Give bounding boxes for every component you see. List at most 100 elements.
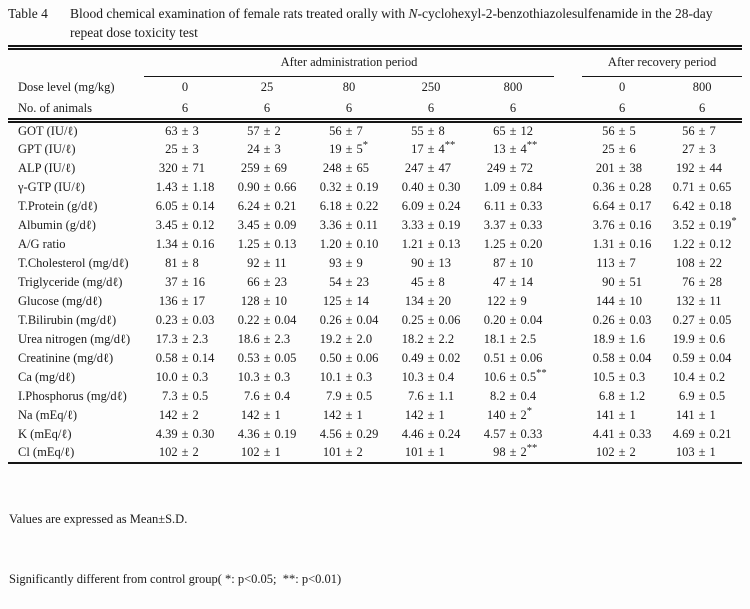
empty-cell — [8, 48, 144, 77]
row-label: GPT (IU/ℓ) — [18, 141, 76, 156]
value-cell: 19.9 ±0.6 — [672, 331, 726, 346]
row-label: T.Bilirubin (mg/dℓ) — [18, 312, 117, 327]
table-row: Creatinine (mg/dℓ) 0.58 ±0.14 0.53 ±0.05 0.50… — [8, 349, 742, 368]
table-row: K (mEq/ℓ) 4.39 ±0.30 4.36 ±0.19 4.56 ±0.29 4.46… — [8, 425, 742, 444]
value-cell: 3.52 ±0.19* — [672, 215, 737, 232]
value-cell: 0.25 ±0.06 — [401, 312, 461, 327]
value-cell: 6 — [144, 98, 226, 123]
row-label: γ-GTP (IU/ℓ) — [18, 179, 85, 194]
value-cell: 6.18 ±0.22 — [319, 198, 379, 213]
value-cell: 0.26 ±0.03 — [592, 312, 652, 327]
value-cell: 0.49 ±0.02 — [401, 350, 461, 365]
value-cell: 1.09 ±0.84 — [483, 179, 543, 194]
value-cell: 56 ±7 — [682, 123, 716, 138]
column-gap — [554, 368, 582, 387]
value-cell: 259 ±69 — [240, 160, 287, 175]
value-cell: 248 ±65 — [322, 160, 369, 175]
value-cell: 3.45 ±0.09 — [237, 217, 297, 232]
value-cell: 6.11 ±0.33 — [484, 198, 543, 213]
value-cell: 18.1 ±2.5 — [483, 331, 537, 346]
value-cell: 192 ±44 — [675, 160, 722, 175]
value-cell: 55 ±8 — [411, 123, 445, 138]
footnote-mean-sd: Values are expressed as Mean±S.D. — [9, 511, 188, 526]
value-cell: 0.58 ±0.04 — [592, 350, 652, 365]
table-row: T.Protein (g/dℓ) 6.05 ±0.14 6.24 ±0.21 6.18 ±0… — [8, 197, 742, 216]
footnotes: Values are expressed as Mean±S.D. Signif… — [0, 464, 750, 609]
value-cell: 25 — [260, 80, 274, 95]
value-cell: 142 ±1 — [404, 407, 445, 422]
column-gap — [554, 140, 582, 159]
value-cell: 17 ±4** — [411, 139, 456, 156]
value-cell: 6.9 ±0.5 — [679, 388, 726, 403]
group-header-recovery: After recovery period — [582, 47, 743, 77]
value-cell: 10.3 ±0.4 — [401, 369, 455, 384]
table-body: GOT (IU/ℓ) 63 ±3 57 ±2 56 ±7 55 ±8 65 ±12 56 ±5 56 ±7 G… — [8, 121, 742, 463]
value-cell: 7.9 ±0.5 — [325, 388, 373, 403]
value-cell: 0.53 ±0.05 — [237, 350, 297, 365]
caption-segment: -cyclohexyl-2-benzothiazolesulfenamide i… — [70, 6, 713, 40]
value-cell: 113 ±7 — [596, 255, 636, 270]
value-cell: 0.26 ±0.04 — [319, 312, 379, 327]
table-header: After administration period After recove… — [8, 47, 743, 123]
value-cell: 6 — [226, 98, 308, 123]
row-label: Ca (mg/dℓ) — [18, 369, 76, 384]
table-row: A/G ratio 1.34 ±0.16 1.25 ±0.13 1.20 ±0.10 1.21… — [8, 235, 742, 254]
value-cell: 4.69 ±0.21 — [672, 426, 732, 441]
value-cell: 247 ±47 — [404, 160, 451, 175]
value-cell: 102 ±2 — [158, 445, 199, 459]
value-cell: 17.3 ±2.3 — [155, 331, 209, 346]
value-cell: 4.41 ±0.33 — [592, 426, 652, 441]
dose-level-row: Dose level (mg/kg) 0 25 80 250 800 0 800 — [8, 77, 742, 99]
value-cell: 1.25 ±0.20 — [483, 236, 543, 251]
value-cell: 13 ±4** — [493, 139, 538, 156]
value-cell: 93 ±9 — [329, 255, 363, 270]
value-cell: 18.2 ±2.2 — [401, 331, 455, 346]
value-cell: 4.39 ±0.30 — [155, 426, 215, 441]
table-row: I.Phosphorus (mg/dℓ) 7.3 ±0.5 7.6 ±0.4 7.9 ±0.… — [8, 387, 742, 406]
table-row: Cl (mEq/ℓ) 102 ±2 102 ±1 101 ±2 101 ±1 98 ±2** 102 ±… — [8, 443, 742, 463]
value-cell: 4.56 ±0.29 — [319, 426, 379, 441]
value-cell: 24 ±3 — [247, 141, 281, 156]
value-cell: 1.34 ±0.16 — [155, 236, 215, 251]
column-gap — [554, 121, 582, 140]
value-cell: 25 ±3 — [165, 141, 199, 156]
value-cell: 19 ±5* — [329, 139, 368, 156]
value-cell: 56 ±7 — [329, 123, 363, 138]
column-gap — [554, 159, 582, 178]
column-gap — [554, 98, 583, 123]
table-number: Table 4 — [8, 6, 48, 21]
value-cell: 6 — [390, 98, 472, 123]
column-gap — [554, 235, 582, 254]
value-cell: 18.9 ±1.6 — [592, 331, 646, 346]
value-cell: 19.2 ±2.0 — [319, 331, 373, 346]
value-cell: 0.51 ±0.06 — [483, 350, 543, 365]
value-cell: 0 — [181, 80, 189, 95]
table-caption: Table 4 Blood chemical examination of fe… — [0, 0, 750, 42]
value-cell: 3.33 ±0.19 — [401, 217, 461, 232]
animals-row: No. of animals 6 6 6 6 6 6 6 — [8, 98, 743, 123]
value-cell: 10.6 ±0.5** — [483, 367, 547, 384]
value-cell: 0 — [618, 80, 626, 95]
value-cell: 1.21 ±0.13 — [401, 236, 461, 251]
value-cell: 144 ±10 — [595, 293, 642, 308]
value-cell: 10.3 ±0.3 — [237, 369, 291, 384]
value-cell: 0.22 ±0.04 — [237, 312, 297, 327]
value-cell: 1.31 ±0.16 — [592, 236, 652, 251]
value-cell: 141 ±1 — [675, 407, 716, 422]
column-gap — [554, 216, 582, 235]
value-cell: 108 ±22 — [675, 255, 722, 270]
value-cell: 10.1 ±0.3 — [319, 369, 373, 384]
value-cell: 0.59 ±0.04 — [672, 350, 732, 365]
group-header-row: After administration period After recove… — [8, 47, 743, 77]
row-label: Creatinine (mg/dℓ) — [18, 350, 114, 365]
value-cell: 128 ±10 — [240, 293, 287, 308]
value-cell: 3.76 ±0.16 — [592, 217, 652, 232]
value-cell: 45 ±8 — [411, 274, 445, 289]
table-row: T.Cholesterol (mg/dℓ) 81 ±8 92 ±11 93 ±9 90 ±13 8… — [8, 254, 742, 273]
value-cell: 10.4 ±0.2 — [672, 369, 726, 384]
value-cell: 6.64 ±0.17 — [592, 198, 652, 213]
value-cell: 142 ±1 — [322, 407, 363, 422]
value-cell: 6.42 ±0.18 — [672, 198, 732, 213]
caption-segment: Blood chemical examination of female rat… — [70, 6, 409, 21]
value-cell: 0.32 ±0.19 — [319, 179, 379, 194]
